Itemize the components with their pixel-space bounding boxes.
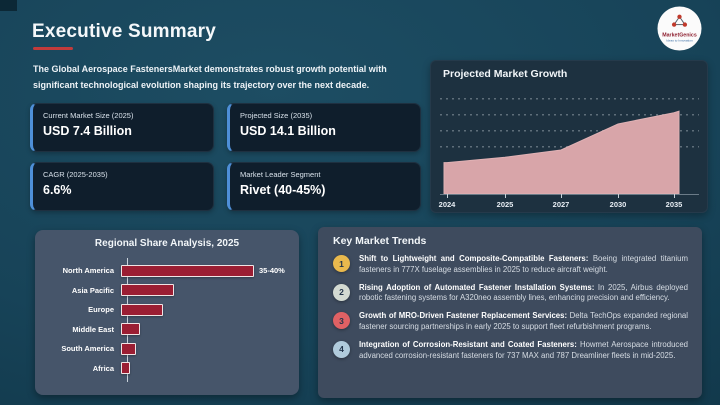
page-title: Executive Summary [32, 21, 216, 42]
x-axis-tick [561, 194, 562, 198]
bar-track: 35-40% [121, 264, 289, 277]
bar-track [121, 323, 289, 336]
gridline [440, 114, 699, 116]
x-axis-labels: 2024 2025 2027 2030 2035 [438, 200, 701, 212]
trend-text: Growth of MRO-Driven Fastener Replacemen… [359, 311, 688, 333]
regional-chart-title: Regional Share Analysis, 2025 [94, 238, 240, 249]
stat-card-market-leader: Market Leader Segment Rivet (40-45%) [227, 162, 421, 211]
trend-heading: Integration of Corrosion-Resistant and C… [359, 339, 580, 349]
growth-area-chart [438, 96, 701, 198]
bar [121, 342, 136, 355]
x-axis-label: 2027 [552, 200, 570, 209]
trend-number-badge: 2 [333, 283, 350, 301]
trend-body: Boeing integrated titanium fasteners in … [359, 254, 688, 274]
bar [121, 303, 163, 316]
stat-card-cagr: CAGR (2025-2035) 6.6% [30, 162, 214, 211]
trend-item-3: 3 Growth of MRO-Driven Fastener Replaceme… [333, 311, 688, 333]
projected-growth-panel: Projected Market Growth 2024 2025 2027 2030… [430, 60, 708, 213]
bar [121, 362, 130, 375]
trend-heading: Shift to Lightweight and Composite-Compa… [359, 254, 593, 263]
x-axis-tick [618, 194, 619, 198]
trend-number-badge: 1 [333, 255, 350, 272]
growth-chart-title: Projected Market Growth [443, 68, 568, 80]
bar-row-africa: Africa [45, 359, 289, 379]
bar-category-label: Africa [92, 363, 114, 373]
bar-category-label: South America [61, 344, 114, 354]
gridline [440, 130, 699, 132]
trend-number-badge: 4 [333, 340, 350, 358]
title-underline [33, 47, 73, 50]
x-axis-line [440, 194, 699, 195]
trend-body: Howmet Aerospace introduced advanced cor… [359, 339, 688, 360]
stat-label: CAGR (2025-2035) [43, 170, 108, 179]
gridline [440, 98, 699, 100]
bar-row-middle-east: Middle East [45, 320, 289, 340]
stat-card-current-market-size: Current Market Size (2025) USD 7.4 Billi… [30, 103, 214, 152]
trend-text: Rising Adoption of Automated Fastener In… [359, 283, 688, 305]
trend-heading: Growth of MRO-Driven Fastener Replacemen… [359, 311, 570, 321]
bar [121, 323, 140, 336]
logo-tagline: Ideas to Innovation [666, 39, 693, 43]
x-axis-label: 2030 [609, 200, 627, 209]
trend-heading: Rising Adoption of Automated Fastener In… [359, 282, 598, 292]
bar-row-asia-pacific: Asia Pacific [45, 281, 289, 301]
x-axis-tick [447, 194, 448, 198]
logo: MarketGenics Ideas to Innovation [657, 6, 702, 51]
stat-value: USD 14.1 Billion [240, 124, 336, 138]
bar-track [121, 284, 289, 297]
trend-body: Delta TechOps expanded regional fastener… [359, 311, 688, 331]
bar-category-label: North America [62, 266, 114, 276]
stat-label: Current Market Size (2025) [43, 111, 134, 120]
summary-description: The Global Aerospace FastenersMarket dem… [33, 64, 387, 90]
bar-category-label: Middle East [72, 324, 114, 334]
regional-bar-chart: North America 35-40% Asia Pacific Europe Mid… [45, 261, 289, 378]
corner-accent [0, 0, 17, 11]
bar-track [121, 342, 289, 355]
bar-category-label: Asia Pacific [71, 285, 114, 295]
trends-title: Key Market Trends [333, 235, 427, 247]
trend-list: 1 Shift to Lightweight and Composite-Comp… [333, 254, 688, 361]
bar [121, 284, 174, 297]
stat-label: Market Leader Segment [240, 170, 321, 179]
stat-card-projected-size: Projected Size (2035) USD 14.1 Billion [227, 103, 421, 152]
regional-share-panel: Regional Share Analysis, 2025 North Amer… [35, 230, 299, 395]
stat-value: USD 7.4 Billion [43, 124, 132, 138]
x-axis-tick [505, 194, 506, 198]
stat-value: 6.6% [43, 183, 72, 197]
logo-name: MarketGenics [662, 32, 697, 38]
area-series [443, 110, 680, 194]
bar-row-south-america: South America [45, 339, 289, 359]
bar-row-europe: Europe [45, 300, 289, 320]
trend-text: Integration of Corrosion-Resistant and C… [359, 340, 688, 362]
bar-track [121, 303, 289, 316]
stat-label: Projected Size (2035) [240, 111, 313, 120]
trend-item-4: 4 Integration of Corrosion-Resistant and … [333, 340, 688, 362]
bar-category-label: Europe [88, 305, 114, 315]
trend-number-badge: 3 [333, 312, 350, 330]
x-axis-tick [674, 194, 675, 198]
bar-track [121, 362, 289, 375]
bar-row-north-america: North America 35-40% [45, 261, 289, 281]
x-axis-label: 2035 [665, 200, 683, 209]
stats-grid: Current Market Size (2025) USD 7.4 Billi… [30, 103, 422, 211]
x-axis-label: 2025 [496, 200, 514, 209]
marketgenics-logo-icon: MarketGenics Ideas to Innovation [657, 6, 702, 51]
trend-text: Shift to Lightweight and Composite-Compa… [359, 254, 688, 276]
bar [121, 264, 254, 277]
key-trends-panel: Key Market Trends 1 Shift to Lightweight … [318, 227, 702, 398]
bar-value-label: 35-40% [259, 266, 285, 276]
trend-body: In 2025, Airbus deployed robotic fasteni… [359, 282, 688, 303]
stat-value: Rivet (40-45%) [240, 183, 326, 197]
trend-item-1: 1 Shift to Lightweight and Composite-Comp… [333, 254, 688, 276]
trend-item-2: 2 Rising Adoption of Automated Fastener I… [333, 283, 688, 305]
y-axis-line [127, 258, 128, 382]
x-axis-label: 2024 [438, 200, 456, 209]
